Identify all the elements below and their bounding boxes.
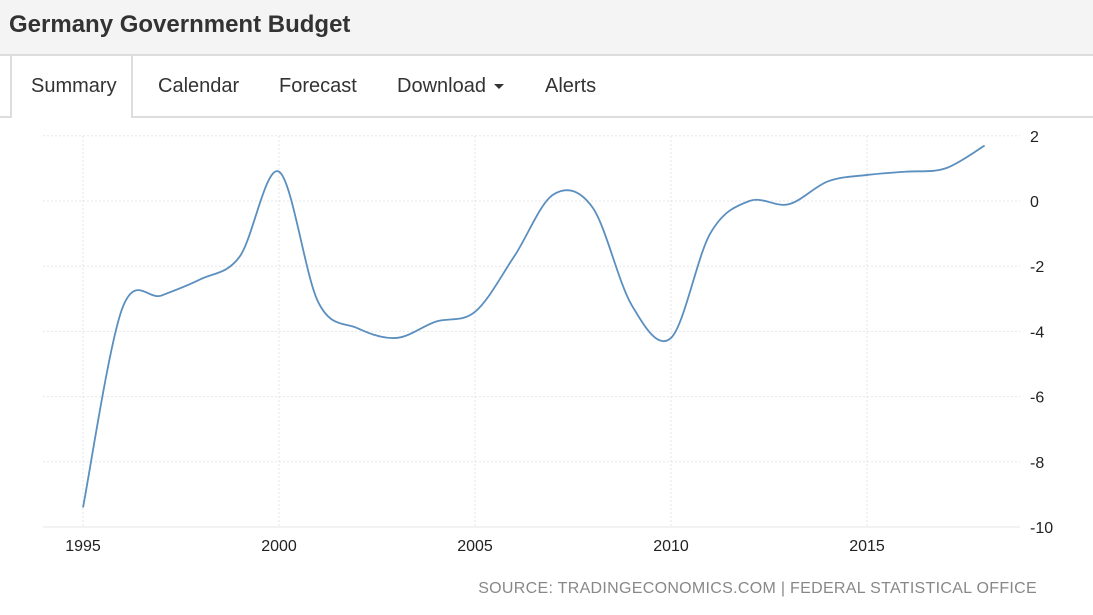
y-tick-label: -10 xyxy=(1030,520,1053,537)
tab-forecast[interactable]: Forecast xyxy=(279,75,357,97)
tab-download-label: Download xyxy=(397,75,486,97)
tab-bar: Summary Calendar Forecast Download Alert… xyxy=(0,56,1093,118)
y-tick-label: -4 xyxy=(1030,324,1044,341)
header: Germany Government Budget xyxy=(0,0,1093,56)
tab-alerts[interactable]: Alerts xyxy=(545,75,597,97)
x-tick-label: 2015 xyxy=(849,538,885,555)
series-line xyxy=(82,144,986,508)
x-tick-label: 1995 xyxy=(65,538,101,555)
x-tick-label: 2000 xyxy=(261,538,297,555)
caret-down-icon xyxy=(493,84,504,90)
y-tick-label: -6 xyxy=(1030,390,1044,407)
x-tick-label: 2010 xyxy=(653,538,689,555)
y-tick-label: -2 xyxy=(1030,259,1044,276)
tab-summary[interactable]: Summary xyxy=(10,56,133,118)
source-note: SOURCE: TRADINGECONOMICS.COM | FEDERAL S… xyxy=(478,580,1037,597)
tab-download[interactable]: Download xyxy=(397,56,504,116)
y-tick-label: 0 xyxy=(1030,194,1039,211)
tab-calendar[interactable]: Calendar xyxy=(158,75,240,97)
y-tick-label: 2 xyxy=(1030,129,1039,146)
x-tick-label: 2005 xyxy=(457,538,493,555)
y-tick-label: -8 xyxy=(1030,455,1044,472)
page-title: Germany Government Budget xyxy=(9,11,351,38)
